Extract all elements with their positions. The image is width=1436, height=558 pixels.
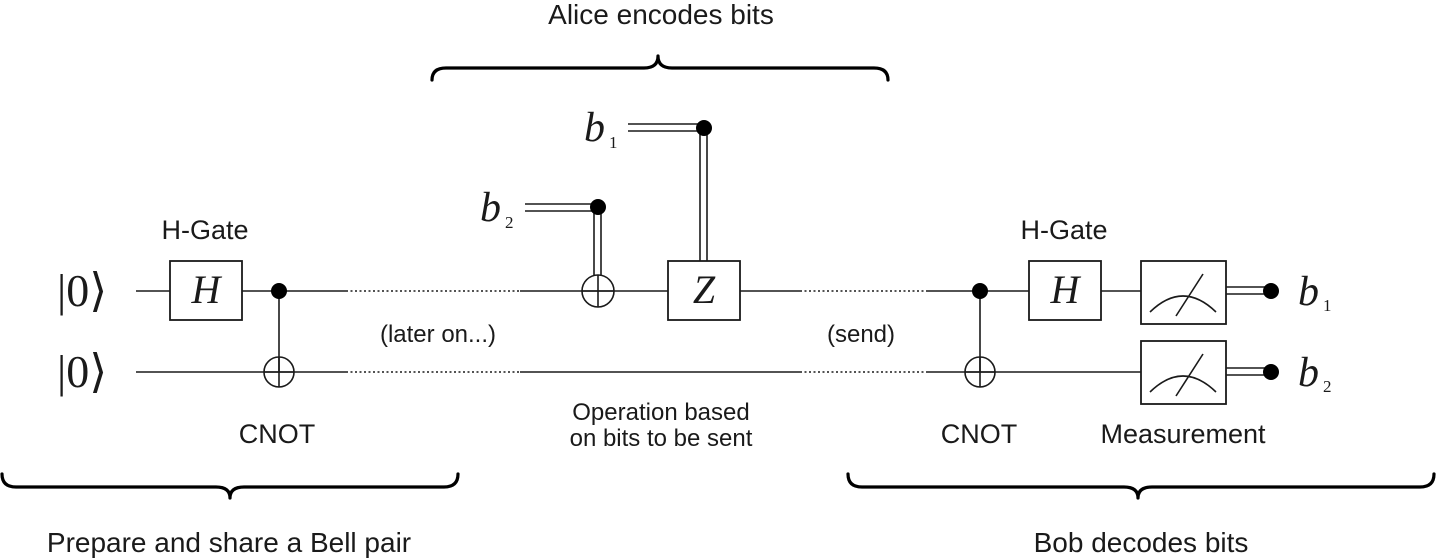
cnot-left-control-dot [271, 283, 287, 299]
alice-brace [430, 54, 890, 82]
svg-text:b: b [480, 185, 501, 231]
cnot-right-control-dot [972, 283, 988, 299]
b2-output-dot [1263, 364, 1279, 380]
h-gate-right-label: H-Gate [1020, 215, 1107, 245]
svg-text:b: b [1298, 350, 1319, 396]
alice-title: Alice encodes bits [548, 0, 774, 30]
b2-control-dot [590, 199, 606, 215]
h-gate-left-label: H-Gate [161, 215, 248, 245]
qubit2-state: |0⟩ [57, 346, 107, 397]
svg-text:b: b [584, 105, 605, 151]
cnot-left-label: CNOT [239, 419, 316, 449]
x-gate-target-icon [581, 274, 615, 308]
bob-brace [846, 472, 1436, 500]
meter-icon [1140, 340, 1227, 405]
cnot-left-target-icon [263, 356, 295, 388]
operation-label-line1: Operation based [572, 399, 749, 426]
b2-input-label: b 2 [480, 185, 514, 232]
prepare-brace [0, 472, 460, 500]
measurement-label: Measurement [1100, 419, 1266, 449]
cnot-right-label: CNOT [941, 419, 1018, 449]
h-gate-left-symbol: H [191, 267, 223, 312]
meter-icon [1140, 260, 1227, 325]
b1-output-label: b 1 [1298, 269, 1332, 315]
h-gate-right [1028, 260, 1102, 321]
svg-text:2: 2 [505, 213, 514, 232]
svg-text:b: b [1298, 269, 1319, 315]
b1-output-dot [1263, 283, 1279, 299]
h-gate-left [169, 260, 243, 321]
svg-text:1: 1 [609, 133, 618, 152]
svg-text:1: 1 [1323, 296, 1332, 315]
send-label: (send) [827, 321, 895, 348]
bob-title: Bob decodes bits [1034, 527, 1249, 558]
qubit1-state: |0⟩ [57, 265, 107, 316]
prepare-title: Prepare and share a Bell pair [47, 527, 411, 558]
operation-label-line2: on bits to be sent [570, 425, 753, 452]
later-on-label: (later on...) [380, 321, 496, 348]
svg-text:2: 2 [1323, 377, 1332, 396]
cnot-right-target-icon [964, 356, 996, 388]
h-gate-right-symbol: H [1050, 267, 1082, 312]
b2-output-label: b 2 [1298, 350, 1332, 396]
b1-input-label: b 1 [584, 105, 618, 152]
z-gate-symbol: Z [693, 267, 716, 312]
z-gate [667, 260, 741, 321]
b1-control-dot [696, 120, 712, 136]
